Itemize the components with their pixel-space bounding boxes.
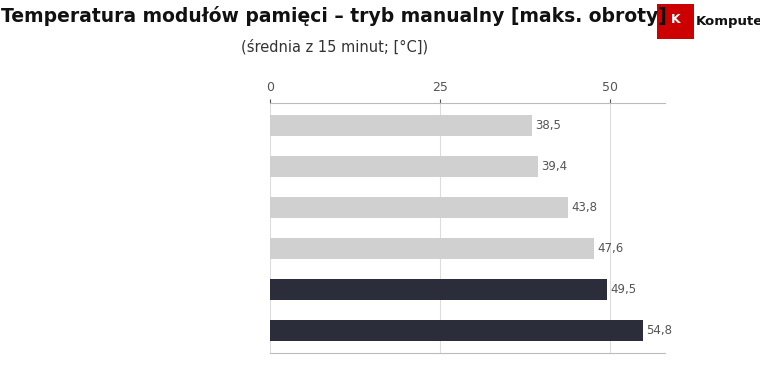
- Text: Komputer: Komputer: [696, 15, 760, 28]
- Text: 39,4: 39,4: [542, 160, 568, 173]
- Text: Temperatura modułów pamięci – tryb manualny [maks. obroty]: Temperatura modułów pamięci – tryb manua…: [2, 6, 667, 25]
- Bar: [270, 156, 538, 177]
- Text: 54,8: 54,8: [647, 324, 673, 337]
- Bar: [270, 238, 594, 259]
- Text: (średnia z 15 minut; [°C]): (średnia z 15 minut; [°C]): [241, 39, 428, 54]
- Text: 38,5: 38,5: [536, 119, 562, 132]
- Bar: [270, 115, 532, 136]
- Text: 49,5: 49,5: [610, 283, 637, 296]
- Bar: [270, 279, 607, 300]
- Bar: [270, 197, 568, 218]
- Text: 43,8: 43,8: [572, 201, 597, 214]
- Text: 47,6: 47,6: [597, 242, 624, 255]
- Bar: [270, 320, 643, 342]
- Text: K: K: [671, 13, 680, 26]
